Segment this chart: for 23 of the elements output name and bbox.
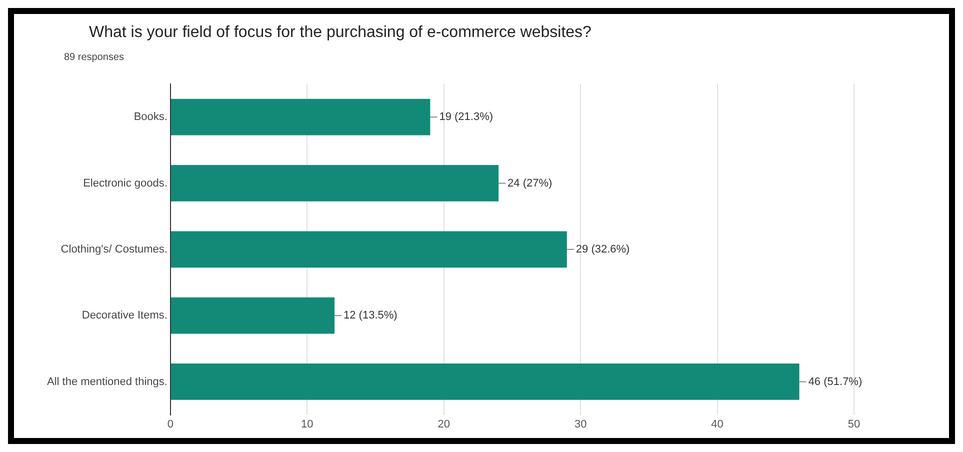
chart-subtitle: 89 responses: [64, 52, 124, 63]
x-tick-label: 30: [574, 418, 587, 430]
x-tick-label: 20: [438, 418, 450, 430]
data-label: 46 (51.7%): [808, 376, 862, 388]
bar: [170, 231, 567, 268]
bar: [170, 364, 800, 400]
bar: [170, 165, 499, 202]
chart-title: What is your field of focus for the purchasing of e-commerce websites?: [89, 24, 592, 42]
bar: [170, 98, 430, 136]
x-tick-label: 10: [301, 418, 314, 430]
y-tick-label: Books.: [134, 111, 168, 124]
data-label: 24 (27%): [508, 177, 552, 190]
x-tick-label: 0: [167, 418, 174, 430]
bar: [170, 297, 335, 334]
y-tick-label: All the mentioned things.: [46, 376, 168, 388]
y-tick-label: Decorative Items.: [82, 310, 168, 322]
data-label: 19 (21.3%): [439, 111, 494, 124]
y-tick-label: Electronic goods.: [83, 177, 168, 190]
x-tick-label: 40: [711, 418, 724, 430]
data-label: 29 (32.6%): [576, 243, 630, 256]
x-tick-label: 50: [848, 418, 860, 430]
y-tick-label: Clothing's/ Costumes.: [60, 243, 168, 256]
data-label: 12 (13.5%): [344, 310, 398, 322]
